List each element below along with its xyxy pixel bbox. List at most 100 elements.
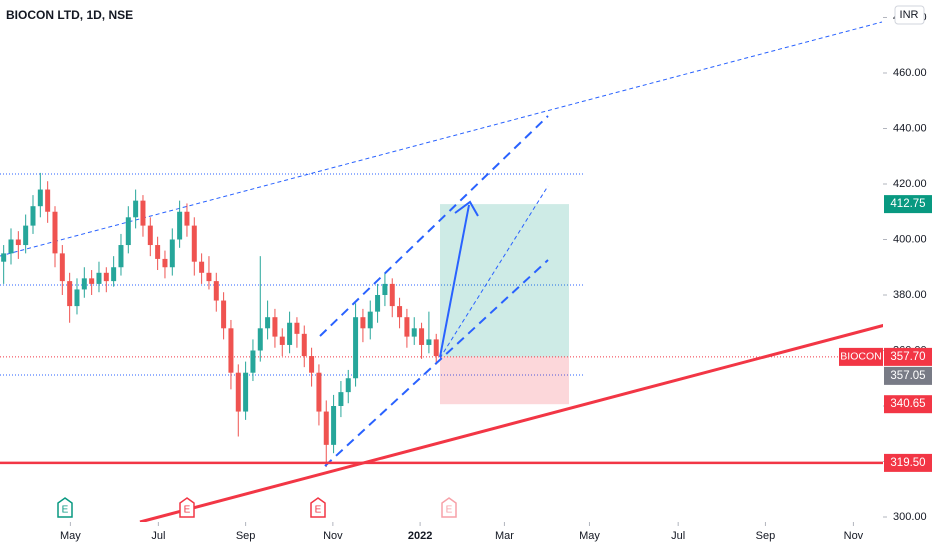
candle-body bbox=[353, 317, 359, 379]
y-tick-label: 460.00 bbox=[893, 67, 927, 79]
candle-body bbox=[140, 200, 146, 226]
candles bbox=[1, 172, 439, 468]
stop-zone bbox=[440, 356, 569, 405]
candle-body bbox=[199, 261, 205, 273]
target-zone bbox=[440, 204, 569, 357]
candle-body bbox=[52, 211, 58, 254]
drawings-top bbox=[139, 115, 886, 524]
x-tick-label: Sep bbox=[236, 530, 256, 542]
candle-body bbox=[433, 339, 439, 357]
candle-body bbox=[272, 317, 278, 337]
candle-body bbox=[331, 406, 337, 445]
candle-body bbox=[367, 311, 373, 329]
candle-body bbox=[360, 317, 366, 329]
candle-body bbox=[96, 272, 102, 284]
candle-body bbox=[375, 294, 381, 312]
candle-body bbox=[1, 253, 7, 262]
price-label-box bbox=[884, 453, 932, 472]
candle-body bbox=[30, 206, 36, 226]
candle-body bbox=[250, 350, 256, 373]
candle-body bbox=[111, 267, 117, 282]
position-tool bbox=[0, 204, 883, 405]
price-label: 412.75 bbox=[890, 198, 925, 210]
candle-body bbox=[191, 225, 197, 262]
candle-body bbox=[265, 317, 271, 329]
x-tick-label: Jul bbox=[151, 530, 165, 542]
candle-body bbox=[162, 258, 168, 268]
candle-body bbox=[133, 200, 139, 218]
candle-body bbox=[74, 289, 80, 307]
event-label: E bbox=[446, 505, 453, 516]
arrow-head bbox=[454, 200, 479, 217]
price-label-box bbox=[884, 366, 932, 385]
x-tick-label: Sep bbox=[756, 530, 776, 542]
candle-body bbox=[184, 211, 190, 226]
candle-body bbox=[257, 328, 263, 351]
price-labels: 412.75 357.70 BIOCON 357.05 340.65 319.50 bbox=[839, 195, 932, 472]
price-label-box bbox=[884, 347, 932, 366]
arrow bbox=[439, 204, 470, 358]
candle-body bbox=[389, 283, 395, 307]
time-axis bbox=[0, 522, 932, 550]
candle-body bbox=[294, 322, 300, 334]
channel-lower bbox=[324, 259, 549, 467]
candle-body bbox=[316, 372, 322, 412]
candle-body bbox=[309, 356, 315, 373]
candle-body bbox=[155, 245, 161, 259]
candle-body bbox=[177, 211, 183, 240]
candle-body bbox=[45, 189, 51, 212]
candle-body bbox=[404, 317, 410, 337]
candle-body bbox=[345, 378, 351, 393]
event-label: E bbox=[62, 505, 69, 516]
candle-body bbox=[118, 245, 124, 268]
x-tick-label: Nov bbox=[323, 530, 343, 542]
event-marker bbox=[57, 497, 73, 518]
candle-body bbox=[411, 328, 417, 337]
x-tick-label: May bbox=[60, 530, 81, 542]
candle-body bbox=[125, 217, 131, 246]
price-label-box bbox=[884, 195, 932, 214]
candle-body bbox=[419, 328, 425, 345]
event-label: E bbox=[315, 505, 322, 516]
price-label: 357.70 bbox=[890, 351, 925, 363]
candle-body bbox=[426, 339, 432, 345]
candle-body bbox=[147, 225, 153, 246]
candle-body bbox=[103, 272, 109, 282]
event-marker bbox=[441, 497, 457, 518]
candle-body bbox=[221, 300, 227, 329]
currency-box bbox=[894, 5, 925, 25]
symbol-box bbox=[839, 347, 883, 366]
event-label: E bbox=[184, 505, 191, 516]
candle-body bbox=[213, 281, 219, 301]
x-tick-label: 2022 bbox=[408, 530, 432, 542]
x-tick-label: May bbox=[579, 530, 600, 542]
candle-body bbox=[15, 239, 21, 246]
candle-body bbox=[206, 272, 212, 282]
price-label: 357.05 bbox=[890, 370, 925, 382]
y-tick-label: 400.00 bbox=[893, 233, 927, 245]
candle-body bbox=[59, 253, 65, 282]
candle-body bbox=[37, 189, 43, 207]
candle-body bbox=[279, 336, 285, 345]
price-label: 319.50 bbox=[890, 457, 925, 469]
candle-body bbox=[8, 239, 14, 254]
currency: INR bbox=[900, 9, 919, 21]
chart-title: BIOCON LTD, 1D, NSE bbox=[6, 8, 133, 22]
trend-line bbox=[0, 21, 883, 257]
candle-body bbox=[397, 306, 403, 318]
candle-body bbox=[301, 333, 307, 357]
symbol-label: BIOCON bbox=[840, 351, 881, 363]
candle-body bbox=[382, 283, 388, 295]
candle-body bbox=[228, 328, 234, 373]
event-marker bbox=[310, 497, 326, 518]
price-label: 340.65 bbox=[890, 398, 925, 410]
event-marker bbox=[179, 497, 195, 518]
price-axis bbox=[883, 0, 932, 522]
candle-body bbox=[81, 278, 87, 290]
y-tick-label: 440.00 bbox=[893, 122, 927, 134]
y-tick-label: 380.00 bbox=[893, 289, 927, 301]
candle-body bbox=[323, 411, 329, 445]
candle-body bbox=[169, 239, 175, 268]
